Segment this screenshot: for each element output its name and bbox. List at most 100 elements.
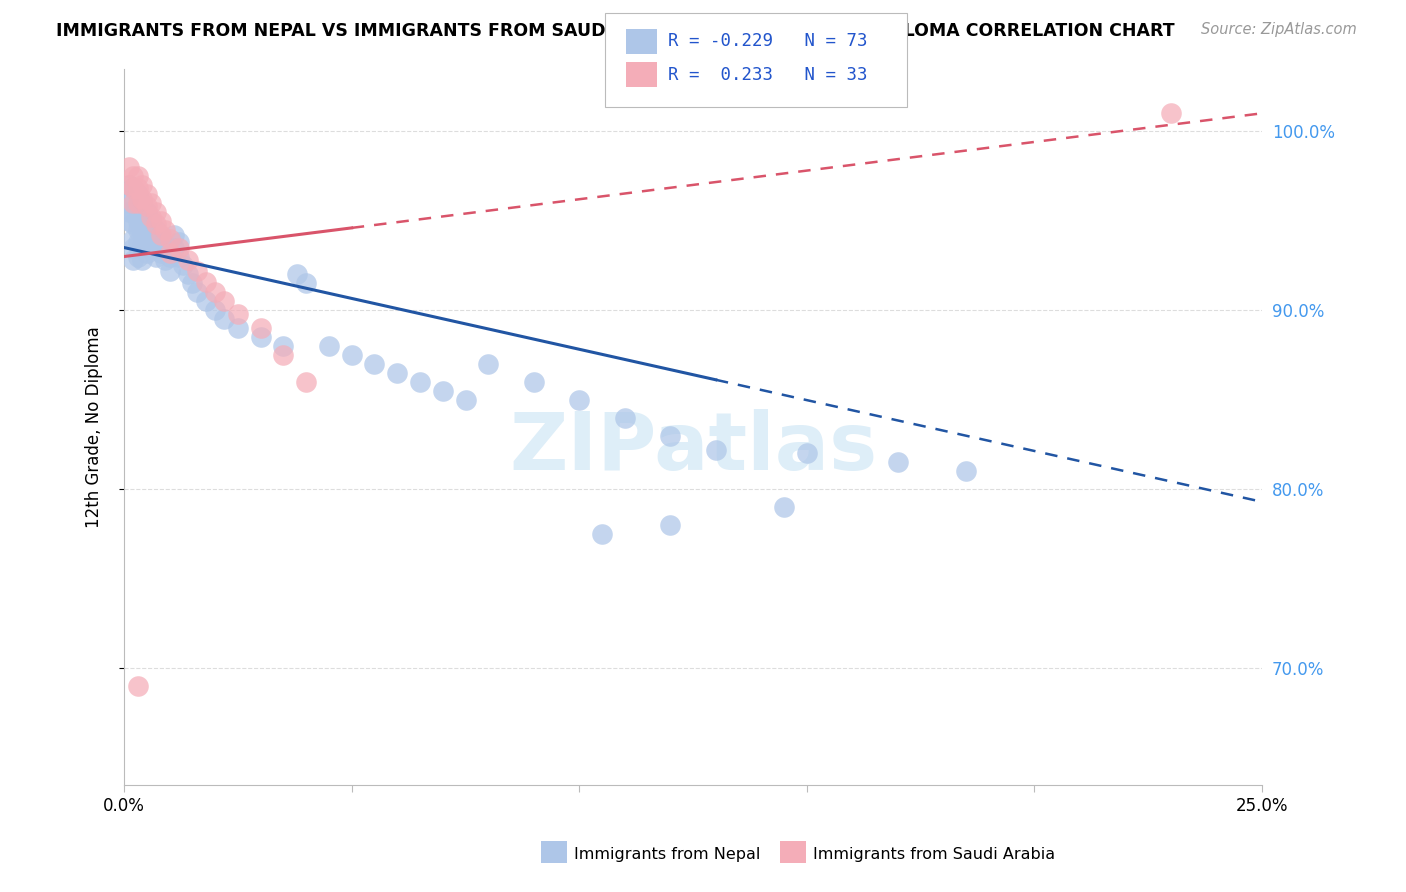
Point (659, 518, 682, 533)
Point (149, 232, 172, 246)
Point (186, 285, 208, 300)
Point (122, 192, 145, 206)
Point (127, 679, 149, 693)
Text: ZIPatlas: ZIPatlas (509, 409, 877, 487)
Y-axis label: 12th Grade, No Diploma: 12th Grade, No Diploma (86, 326, 103, 527)
Point (118, 195, 141, 210)
Text: R =  0.233   N = 33: R = 0.233 N = 33 (668, 66, 868, 84)
Point (127, 195, 149, 210)
Point (177, 253, 200, 268)
Point (122, 204, 145, 219)
Point (131, 178, 153, 192)
Point (887, 455, 910, 469)
Point (181, 277, 204, 291)
Point (118, 178, 141, 192)
Point (127, 169, 149, 183)
Point (167, 235, 190, 250)
Point (195, 294, 218, 309)
Point (141, 243, 163, 257)
Point (195, 275, 218, 289)
Point (177, 268, 200, 282)
Point (153, 222, 176, 236)
Point (131, 195, 153, 210)
Point (163, 228, 186, 243)
Point (159, 232, 181, 246)
Point (167, 250, 190, 264)
Point (773, 500, 796, 515)
Point (159, 246, 181, 260)
Point (135, 199, 157, 213)
Point (432, 384, 454, 398)
Point (122, 195, 145, 210)
Point (363, 357, 385, 371)
Point (127, 199, 149, 213)
Point (523, 375, 546, 389)
Point (318, 339, 340, 353)
Point (796, 446, 818, 460)
Point (127, 186, 149, 201)
Point (122, 217, 145, 231)
Point (273, 339, 295, 353)
Point (127, 213, 149, 227)
Point (204, 285, 226, 300)
Point (285, 268, 308, 282)
Point (149, 246, 172, 260)
Point (141, 213, 163, 227)
Point (145, 250, 167, 264)
Point (295, 375, 318, 389)
Point (122, 169, 145, 183)
Point (568, 392, 591, 407)
Point (145, 235, 167, 250)
Point (122, 181, 145, 195)
Point (122, 181, 145, 195)
Point (127, 250, 149, 264)
Point (409, 375, 432, 389)
Point (141, 210, 163, 224)
Text: Immigrants from Nepal: Immigrants from Nepal (574, 847, 761, 862)
Point (127, 181, 149, 195)
Point (135, 186, 157, 201)
Point (172, 259, 194, 273)
Point (122, 253, 145, 268)
Point (135, 232, 157, 246)
Point (127, 222, 149, 236)
Point (135, 204, 157, 219)
Point (145, 222, 167, 236)
Text: Source: ZipAtlas.com: Source: ZipAtlas.com (1201, 22, 1357, 37)
Point (163, 241, 186, 255)
Point (591, 527, 613, 541)
Point (131, 253, 153, 268)
Point (159, 264, 181, 278)
Point (249, 330, 271, 344)
Point (122, 232, 145, 246)
Point (1160, 106, 1182, 120)
Point (135, 246, 157, 260)
Point (340, 348, 363, 362)
Point (149, 228, 172, 243)
Point (153, 253, 176, 268)
Point (273, 348, 295, 362)
Point (249, 321, 271, 335)
Text: IMMIGRANTS FROM NEPAL VS IMMIGRANTS FROM SAUDI ARABIA 12TH GRADE, NO DIPLOMA COR: IMMIGRANTS FROM NEPAL VS IMMIGRANTS FROM… (56, 22, 1175, 40)
Point (454, 392, 477, 407)
Point (131, 239, 153, 253)
Point (226, 307, 249, 321)
Point (127, 235, 149, 250)
Point (118, 160, 141, 174)
Point (145, 204, 167, 219)
Point (131, 224, 153, 238)
Point (186, 264, 208, 278)
Point (159, 250, 181, 264)
Point (122, 241, 145, 255)
Point (145, 217, 167, 231)
Point (118, 213, 141, 227)
Point (659, 428, 682, 442)
Point (477, 357, 499, 371)
Point (295, 277, 318, 291)
Point (226, 321, 249, 335)
Point (167, 241, 190, 255)
Point (118, 178, 141, 192)
Point (118, 204, 141, 219)
Point (131, 192, 153, 206)
Point (204, 303, 226, 318)
